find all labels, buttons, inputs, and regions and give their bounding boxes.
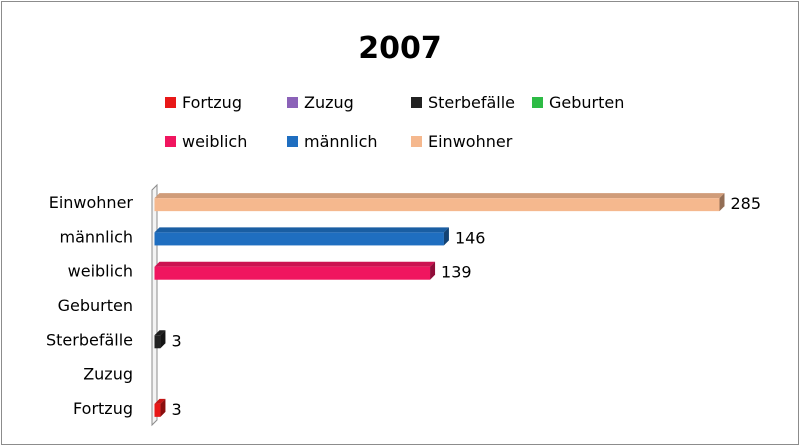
- legend-label: weiblich: [182, 132, 247, 151]
- bar-side: [160, 330, 166, 349]
- legend-swatch: [532, 97, 543, 108]
- data-label-weiblich: 139: [441, 263, 472, 282]
- legend-label: Fortzug: [182, 93, 242, 112]
- legend-item-geburten: Geburten: [532, 93, 624, 112]
- axis-wall: [151, 183, 158, 427]
- category-label-sterbefaelle: Sterbefälle: [46, 330, 133, 349]
- legend-label: Geburten: [549, 93, 624, 112]
- data-label-sterbefaelle: 3: [171, 331, 181, 350]
- legend-swatch: [287, 97, 298, 108]
- category-label-einwohner: Einwohner: [49, 193, 134, 212]
- bar-side: [160, 398, 166, 417]
- legend-swatch: [165, 136, 176, 147]
- category-label-geburten: Geburten: [58, 296, 133, 315]
- legend-item-weiblich: weiblich: [165, 132, 247, 151]
- legend-swatch: [411, 136, 422, 147]
- legend-label: Sterbefälle: [428, 93, 515, 112]
- data-label-maennlich: 146: [455, 228, 486, 247]
- legend-swatch: [165, 97, 176, 108]
- bar-front: [154, 266, 431, 280]
- bar-einwohner: [154, 193, 725, 212]
- bar-side: [430, 261, 436, 280]
- bar-maennlich: [154, 227, 449, 246]
- plot-area: Einwohner 285 männlich 146 weiblich 139 Geburt…: [46, 183, 762, 427]
- bar-top: [154, 261, 436, 267]
- bar-side: [719, 193, 725, 212]
- bar-sterbefaelle: [154, 330, 166, 349]
- bar-front: [154, 335, 161, 349]
- bar-top: [154, 227, 449, 233]
- bar-side: [443, 227, 449, 246]
- data-label-einwohner: 285: [731, 194, 762, 213]
- bar-top: [154, 398, 166, 404]
- bar-front: [154, 232, 444, 246]
- legend-item-einwohner: Einwohner: [411, 132, 513, 151]
- category-label-weiblich: weiblich: [68, 262, 133, 281]
- bar-top: [154, 330, 166, 336]
- category-label-fortzug: Fortzug: [73, 399, 133, 418]
- data-label-fortzug: 3: [171, 400, 181, 419]
- legend: Fortzug Zuzug Sterbefälle Geburten weiblich m…: [165, 93, 624, 151]
- legend-item-zuzug: Zuzug: [287, 93, 354, 112]
- bar-weiblich: [154, 261, 436, 280]
- bar-top: [154, 193, 725, 199]
- legend-label: Einwohner: [428, 132, 513, 151]
- legend-item-fortzug: Fortzug: [165, 93, 242, 112]
- legend-item-maennlich: männlich: [287, 132, 378, 151]
- chart-title: 2007: [358, 31, 442, 66]
- bar-front: [154, 198, 720, 212]
- legend-item-sterbefaelle: Sterbefälle: [411, 93, 515, 112]
- bar-fortzug: [154, 398, 166, 417]
- legend-label: männlich: [304, 132, 378, 151]
- category-label-zuzug: Zuzug: [83, 365, 133, 384]
- legend-swatch: [411, 97, 422, 108]
- legend-label: Zuzug: [304, 93, 354, 112]
- bar-front: [154, 403, 161, 417]
- legend-swatch: [287, 136, 298, 147]
- category-label-maennlich: männlich: [60, 227, 134, 246]
